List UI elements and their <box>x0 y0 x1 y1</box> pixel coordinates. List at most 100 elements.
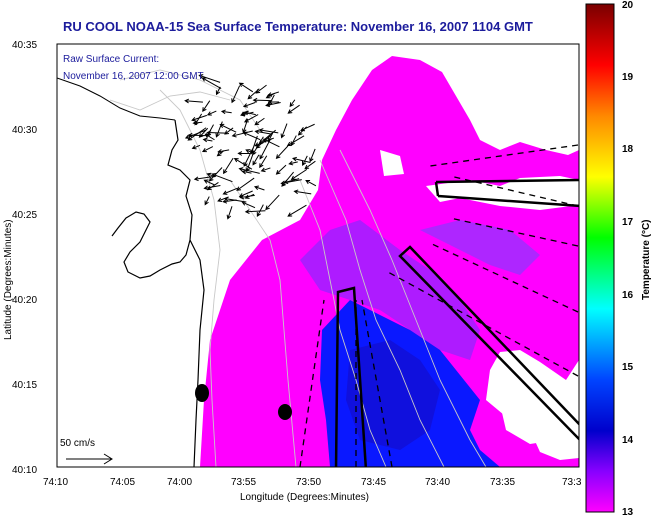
current-vector <box>254 129 273 135</box>
current-vector <box>231 85 241 104</box>
coastline <box>111 119 205 467</box>
current-vector <box>286 135 305 147</box>
colorbar-tick: 15 <box>622 362 634 373</box>
current-vector <box>184 98 203 104</box>
current-vector <box>253 185 265 191</box>
current-vector <box>238 82 254 93</box>
x-tick-label: 73:35 <box>490 477 515 488</box>
colorbar-ticks: 20 19 18 17 16 15 14 13 <box>622 0 634 518</box>
current-vector <box>223 196 246 203</box>
current-vector <box>287 104 300 114</box>
current-vector <box>217 148 230 154</box>
current-vector <box>237 151 251 156</box>
current-vector <box>291 156 311 163</box>
current-vector <box>191 114 207 122</box>
current-vector <box>223 157 234 175</box>
current-vector <box>204 196 210 206</box>
cloud-gap <box>426 176 579 210</box>
current-vector <box>275 164 287 175</box>
current-vector <box>236 177 255 191</box>
current-vector <box>203 179 216 186</box>
current-vector <box>297 126 307 136</box>
current-vector <box>247 88 260 100</box>
current-vector <box>206 110 217 116</box>
current-vector <box>203 184 221 191</box>
station-marker-1 <box>195 384 209 402</box>
x-tick-label: 74:00 <box>167 477 192 488</box>
current-vector <box>245 149 255 155</box>
current-vector <box>254 117 265 126</box>
current-vector <box>194 113 203 126</box>
current-vector <box>231 130 253 138</box>
current-vector <box>280 123 288 139</box>
y-tick-label: 40:30 <box>12 125 37 136</box>
plot-frame <box>56 43 580 468</box>
current-vector <box>268 94 275 107</box>
colorbar-tick: 18 <box>622 144 634 155</box>
colorbar-tick: 20 <box>622 0 634 11</box>
colorbar-tick: 19 <box>622 72 634 83</box>
current-vector <box>193 175 217 182</box>
current-vector <box>244 193 255 199</box>
x-tick-label: 73:55 <box>231 477 256 488</box>
current-vector <box>289 99 296 108</box>
colorbar-tick: 14 <box>622 435 634 446</box>
current-vector <box>191 144 201 150</box>
y-tick-label: 40:10 <box>12 465 37 476</box>
current-vector <box>275 145 289 160</box>
current-vector <box>222 187 238 195</box>
current-vector <box>201 146 214 153</box>
colorbar-tick: 17 <box>622 217 634 228</box>
current-vector <box>281 171 294 187</box>
plot-area <box>57 44 579 467</box>
colorbar-tick: 16 <box>622 290 634 301</box>
current-vector <box>239 194 255 200</box>
current-vector <box>202 100 211 113</box>
x-tick-label: 74:05 <box>110 477 135 488</box>
y-axis: 40:35 40:30 40:25 40:20 40:15 40:10 <box>12 40 37 476</box>
sst-mid-region-2 <box>420 220 540 275</box>
current-vector <box>288 160 298 166</box>
annotation-line-2: November 16, 2007 12:00 GMT <box>63 71 204 82</box>
annotation-line-1: Raw Surface Current: <box>63 54 159 65</box>
sampling-dashed-lines <box>299 144 579 467</box>
x-axis-label: Longitude (Degrees:Minutes) <box>240 492 369 503</box>
current-vector <box>233 157 253 170</box>
current-vector <box>238 167 260 174</box>
current-vector <box>243 147 254 167</box>
current-vector <box>259 139 271 160</box>
colorbar <box>585 3 615 513</box>
x-tick-label: 73:50 <box>296 477 321 488</box>
current-vector <box>258 128 279 134</box>
current-vector <box>243 110 256 116</box>
current-vector <box>184 129 207 140</box>
current-vector <box>304 160 316 170</box>
y-tick-label: 40:35 <box>12 40 37 51</box>
current-vector <box>244 209 266 215</box>
current-vectors <box>184 74 317 220</box>
current-vector <box>290 168 308 181</box>
x-tick-label: 73:3 <box>562 477 582 488</box>
current-vector <box>242 101 256 108</box>
cloud-gap-2 <box>500 396 579 446</box>
current-vector <box>220 109 232 115</box>
sst-mid-region <box>300 220 480 360</box>
current-vector <box>260 167 271 173</box>
current-vector <box>242 118 249 134</box>
current-vector <box>187 127 207 141</box>
y-axis-label: Latitude (Degrees:Minutes) <box>3 219 14 340</box>
x-tick-label: 73:40 <box>425 477 450 488</box>
current-vector <box>259 155 268 169</box>
current-vector <box>293 189 312 195</box>
station-marker-2 <box>278 404 292 420</box>
current-vector <box>208 167 223 182</box>
x-tick-label: 73:45 <box>361 477 386 488</box>
current-vector <box>215 86 221 96</box>
current-vector <box>224 127 234 135</box>
scale-arrow <box>66 453 113 465</box>
current-vector <box>265 194 280 211</box>
current-vector <box>226 206 233 220</box>
sampling-boxes <box>334 178 579 467</box>
current-vector <box>305 179 317 187</box>
